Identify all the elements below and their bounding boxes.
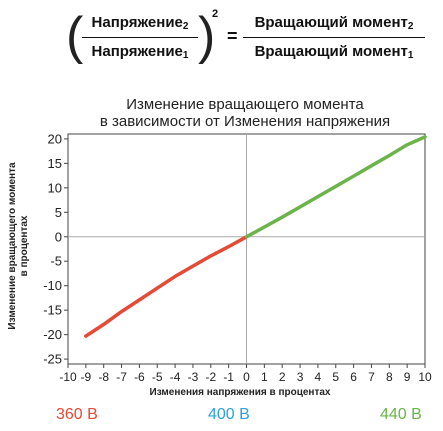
exponent: 2 — [212, 8, 219, 20]
legend-400v: 400 В — [208, 406, 250, 423]
x-tick-label: 4 — [315, 370, 322, 384]
x-axis-label: Изменения напряжения в процентах — [149, 387, 331, 398]
series-line-440v — [244, 135, 427, 239]
voltage-numerator: Напряжение2 — [82, 14, 198, 38]
x-tick-label: 0 — [243, 370, 250, 384]
x-tick-label: -1 — [223, 370, 234, 384]
right-parenthesis: ) — [198, 7, 216, 65]
torque-ratio: Вращающий момент2 Вращающий момент1 — [243, 14, 425, 61]
chart-title-line-1: Изменение вращающего момента — [126, 96, 364, 113]
series-line-360v — [84, 235, 249, 338]
x-tick-label: 6 — [350, 370, 357, 384]
voltage-ratio: Напряжение2 Напряжение1 — [82, 14, 198, 61]
y-tick-label: 15 — [48, 156, 62, 171]
y-tick-label: 10 — [48, 180, 62, 195]
equals-sign: = — [227, 26, 238, 46]
x-tick-label: -6 — [134, 370, 145, 384]
x-tick-label: 8 — [386, 370, 393, 384]
x-tick-label: -8 — [98, 370, 109, 384]
x-tick-label: 2 — [279, 370, 286, 384]
y-tick-label: -5 — [50, 254, 62, 269]
x-tick-label: 9 — [404, 370, 411, 384]
torque-numerator: Вращающий момент2 — [243, 14, 425, 38]
x-tick-label: -2 — [205, 370, 216, 384]
chart-title: Изменение вращающего момента в зависимос… — [60, 96, 430, 130]
x-tick-label: -10 — [59, 370, 77, 384]
y-axis-label-line-2: в процентах — [19, 215, 30, 277]
voltage-denominator: Напряжение1 — [91, 43, 189, 61]
x-tick-label: 7 — [368, 370, 375, 384]
x-tick-label: -3 — [188, 370, 199, 384]
x-tick-label: -5 — [152, 370, 163, 384]
legend-440v: 440 В — [380, 406, 422, 423]
chart-title-line-2: в зависимости от Изменения напряжения — [99, 113, 391, 130]
legend-360v: 360 В — [56, 406, 98, 423]
x-tick-label: 3 — [297, 370, 304, 384]
y-tick-label: 5 — [55, 205, 62, 220]
x-tick-label: -4 — [170, 370, 181, 384]
torque-formula: ( Напряжение2 Напряжение1 ) 2 = Вращающи… — [66, 6, 426, 72]
x-tick-label: 1 — [261, 370, 268, 384]
x-tick-label: 10 — [418, 370, 432, 384]
x-tick-label: 5 — [332, 370, 339, 384]
left-parenthesis: ( — [66, 7, 84, 65]
y-axis-label: Изменение вращающего момента в процентах — [7, 146, 37, 346]
torque-denominator: Вращающий момент1 — [254, 43, 414, 61]
y-axis-label-line-1: Изменение вращающего момента — [7, 162, 18, 330]
y-tick-label: -15 — [43, 303, 62, 318]
y-tick-label: -10 — [43, 278, 62, 293]
y-tick-label: -25 — [43, 352, 62, 367]
y-tick-label: 20 — [48, 131, 62, 146]
x-tick-label: -9 — [81, 370, 92, 384]
y-tick-label: 0 — [55, 229, 62, 244]
x-tick-label: -7 — [116, 370, 127, 384]
y-tick-label: -20 — [43, 327, 62, 342]
